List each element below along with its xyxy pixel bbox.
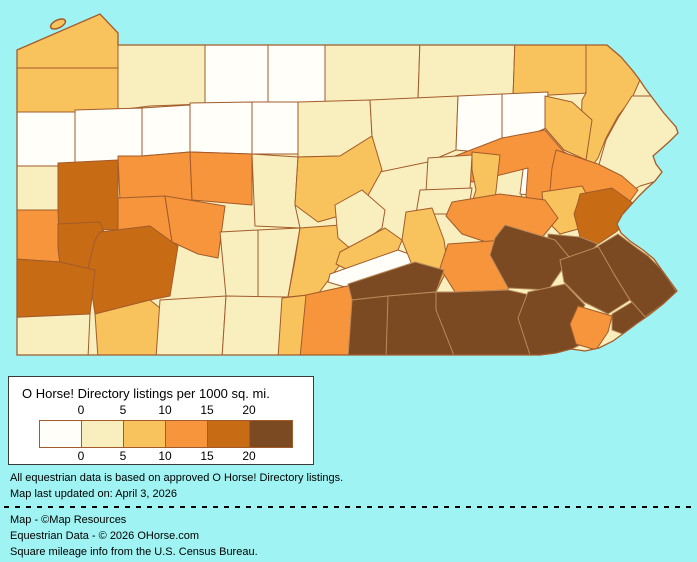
- county-adams: [347, 295, 389, 355]
- county-northampton: [573, 187, 639, 245]
- state-outline: [16, 13, 679, 356]
- county-erie: [17, 14, 129, 69]
- county-bedford: [221, 295, 289, 355]
- legend-tick: 15: [200, 449, 214, 463]
- legend-swatch-5: [250, 421, 292, 447]
- census-credit: Square mileage info from the U.S. Census…: [10, 546, 258, 558]
- county-lawrence: [17, 165, 59, 211]
- county-indiana: [164, 195, 226, 259]
- county-bradford: [417, 39, 516, 102]
- legend-box: O Horse! Directory listings per 1000 sq.…: [8, 376, 314, 465]
- legend-swatch-4: [208, 421, 250, 447]
- legend-ticks-top: 0 5 10 15 20: [9, 403, 315, 417]
- county-warren: [117, 35, 206, 111]
- dashed-separator: [4, 506, 695, 508]
- data-credit: Equestrian Data - © 2026 OHorse.com: [10, 530, 200, 542]
- county-elk: [189, 101, 253, 155]
- legend-tick: 20: [242, 403, 256, 417]
- legend-swatch-2: [124, 421, 166, 447]
- legend-tick: 10: [158, 403, 172, 417]
- county-clarion: [117, 151, 193, 203]
- legend-swatch-3: [166, 421, 208, 447]
- county-greene: [17, 313, 91, 355]
- legend-swatch-0: [40, 421, 82, 447]
- county-crawford: [17, 67, 121, 113]
- county-wayne: [579, 39, 678, 167]
- county-mercer: [17, 111, 76, 167]
- county-beaver: [17, 209, 61, 263]
- county-mifflin: [334, 189, 386, 251]
- pennsylvania-county-map: [16, 13, 679, 356]
- county-forest: [141, 104, 191, 157]
- county-susquehanna: [512, 39, 591, 98]
- county-mckean: [204, 37, 269, 105]
- legend-tick: 0: [77, 449, 85, 463]
- data-source-note: All equestrian data is based on approved…: [10, 472, 344, 484]
- county-butler: [57, 159, 119, 231]
- legend-color-bar: [39, 420, 293, 448]
- legend-tick: 20: [242, 449, 256, 463]
- county-union: [425, 154, 473, 193]
- presque-isle-peninsula: [49, 18, 67, 30]
- legend-title: O Horse! Directory listings per 1000 sq.…: [22, 386, 270, 401]
- legend-tick: 0: [77, 403, 85, 417]
- county-berks: [489, 224, 571, 291]
- county-fulton: [277, 294, 309, 355]
- legend-ticks-bottom: 0 5 10 15 20: [9, 449, 315, 463]
- legend-tick: 15: [200, 403, 214, 417]
- legend-swatch-1: [82, 421, 124, 447]
- county-bucks: [597, 233, 678, 318]
- legend-tick: 10: [158, 449, 172, 463]
- county-jefferson: [189, 151, 253, 206]
- legend-tick: 5: [119, 449, 127, 463]
- county-westmoreland: [87, 225, 179, 315]
- county-cameron: [251, 101, 299, 155]
- county-potter: [267, 39, 326, 103]
- county-clearfield: [251, 153, 301, 229]
- map-credit: Map - ©Map Resources: [10, 514, 127, 526]
- county-somerset: [155, 295, 227, 355]
- last-updated-note: Map last updated on: April 3, 2026: [10, 488, 177, 500]
- county-tioga: [324, 39, 421, 103]
- county-washington: [17, 257, 96, 319]
- legend-tick: 5: [119, 403, 127, 417]
- county-cambria: [219, 229, 259, 299]
